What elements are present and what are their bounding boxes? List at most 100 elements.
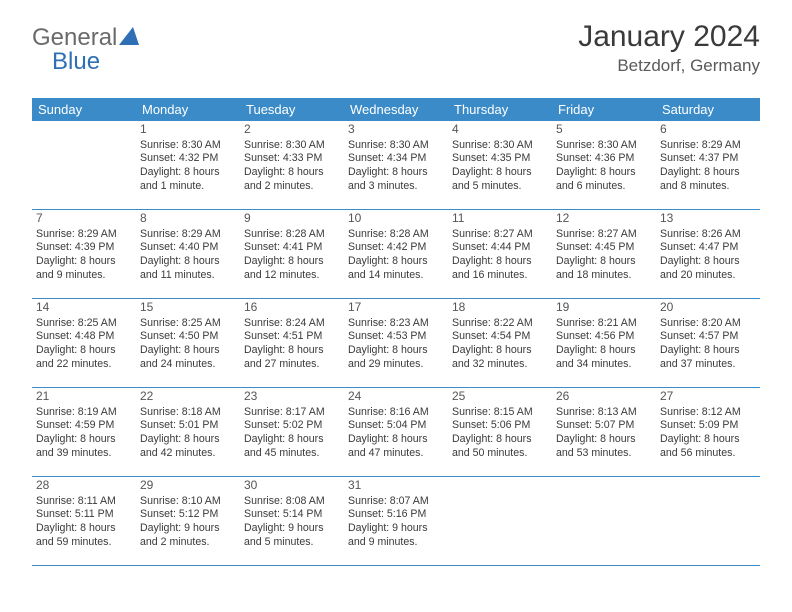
sunrise-line: Sunrise: 8:12 AM (660, 406, 756, 420)
day-cell: 16Sunrise: 8:24 AMSunset: 4:51 PMDayligh… (240, 299, 344, 387)
daylight-line: Daylight: 9 hours and 2 minutes. (140, 522, 236, 550)
sunrise-line: Sunrise: 8:25 AM (140, 317, 236, 331)
month-title: January 2024 (578, 20, 760, 54)
day-number: 20 (660, 300, 756, 316)
day-cell: 5Sunrise: 8:30 AMSunset: 4:36 PMDaylight… (552, 121, 656, 209)
daylight-line: Daylight: 8 hours and 18 minutes. (556, 255, 652, 283)
day-cell: 25Sunrise: 8:15 AMSunset: 5:06 PMDayligh… (448, 388, 552, 476)
daylight-line: Daylight: 8 hours and 9 minutes. (36, 255, 132, 283)
sunrise-line: Sunrise: 8:27 AM (452, 228, 548, 242)
daylight-line: Daylight: 9 hours and 5 minutes. (244, 522, 340, 550)
daylight-line: Daylight: 8 hours and 14 minutes. (348, 255, 444, 283)
sunset-line: Sunset: 4:56 PM (556, 330, 652, 344)
daylight-line: Daylight: 8 hours and 5 minutes. (452, 166, 548, 194)
daylight-line: Daylight: 8 hours and 39 minutes. (36, 433, 132, 461)
day-number: 15 (140, 300, 236, 316)
sunset-line: Sunset: 4:40 PM (140, 241, 236, 255)
sunrise-line: Sunrise: 8:30 AM (244, 139, 340, 153)
day-number: 3 (348, 122, 444, 138)
daylight-line: Daylight: 9 hours and 9 minutes. (348, 522, 444, 550)
day-number: 21 (36, 389, 132, 405)
daylight-line: Daylight: 8 hours and 34 minutes. (556, 344, 652, 372)
sunset-line: Sunset: 4:48 PM (36, 330, 132, 344)
sunrise-line: Sunrise: 8:13 AM (556, 406, 652, 420)
sunset-line: Sunset: 4:32 PM (140, 152, 236, 166)
day-cell: 21Sunrise: 8:19 AMSunset: 4:59 PMDayligh… (32, 388, 136, 476)
daylight-line: Daylight: 8 hours and 45 minutes. (244, 433, 340, 461)
sunrise-line: Sunrise: 8:21 AM (556, 317, 652, 331)
day-cell: 15Sunrise: 8:25 AMSunset: 4:50 PMDayligh… (136, 299, 240, 387)
day-cell: 9Sunrise: 8:28 AMSunset: 4:41 PMDaylight… (240, 210, 344, 298)
week-row: 7Sunrise: 8:29 AMSunset: 4:39 PMDaylight… (32, 210, 760, 299)
sunset-line: Sunset: 4:50 PM (140, 330, 236, 344)
empty-cell (32, 121, 136, 209)
day-number: 16 (244, 300, 340, 316)
sunset-line: Sunset: 4:33 PM (244, 152, 340, 166)
day-number: 12 (556, 211, 652, 227)
daylight-line: Daylight: 8 hours and 12 minutes. (244, 255, 340, 283)
sunrise-line: Sunrise: 8:27 AM (556, 228, 652, 242)
day-cell: 31Sunrise: 8:07 AMSunset: 5:16 PMDayligh… (344, 477, 448, 565)
sunset-line: Sunset: 4:41 PM (244, 241, 340, 255)
location: Betzdorf, Germany (578, 56, 760, 76)
day-header-friday: Friday (552, 98, 656, 121)
day-cell: 26Sunrise: 8:13 AMSunset: 5:07 PMDayligh… (552, 388, 656, 476)
day-cell: 10Sunrise: 8:28 AMSunset: 4:42 PMDayligh… (344, 210, 448, 298)
sunset-line: Sunset: 4:35 PM (452, 152, 548, 166)
sunrise-line: Sunrise: 8:15 AM (452, 406, 548, 420)
week-row: 21Sunrise: 8:19 AMSunset: 4:59 PMDayligh… (32, 388, 760, 477)
day-number: 9 (244, 211, 340, 227)
sunrise-line: Sunrise: 8:17 AM (244, 406, 340, 420)
daylight-line: Daylight: 8 hours and 32 minutes. (452, 344, 548, 372)
daylight-line: Daylight: 8 hours and 27 minutes. (244, 344, 340, 372)
sunrise-line: Sunrise: 8:26 AM (660, 228, 756, 242)
sunrise-line: Sunrise: 8:30 AM (556, 139, 652, 153)
daylight-line: Daylight: 8 hours and 11 minutes. (140, 255, 236, 283)
day-cell: 23Sunrise: 8:17 AMSunset: 5:02 PMDayligh… (240, 388, 344, 476)
sunrise-line: Sunrise: 8:11 AM (36, 495, 132, 509)
day-number: 29 (140, 478, 236, 494)
day-cell: 29Sunrise: 8:10 AMSunset: 5:12 PMDayligh… (136, 477, 240, 565)
sunrise-line: Sunrise: 8:24 AM (244, 317, 340, 331)
day-number: 7 (36, 211, 132, 227)
day-header-saturday: Saturday (656, 98, 760, 121)
calendar: SundayMondayTuesdayWednesdayThursdayFrid… (32, 98, 760, 566)
daylight-line: Daylight: 8 hours and 22 minutes. (36, 344, 132, 372)
day-number: 1 (140, 122, 236, 138)
sunset-line: Sunset: 5:16 PM (348, 508, 444, 522)
sunset-line: Sunset: 5:02 PM (244, 419, 340, 433)
day-cell: 19Sunrise: 8:21 AMSunset: 4:56 PMDayligh… (552, 299, 656, 387)
sunset-line: Sunset: 4:44 PM (452, 241, 548, 255)
daylight-line: Daylight: 8 hours and 6 minutes. (556, 166, 652, 194)
day-cell: 1Sunrise: 8:30 AMSunset: 4:32 PMDaylight… (136, 121, 240, 209)
sunset-line: Sunset: 4:51 PM (244, 330, 340, 344)
day-number: 6 (660, 122, 756, 138)
day-cell: 6Sunrise: 8:29 AMSunset: 4:37 PMDaylight… (656, 121, 760, 209)
daylight-line: Daylight: 8 hours and 2 minutes. (244, 166, 340, 194)
day-number: 30 (244, 478, 340, 494)
sunset-line: Sunset: 5:12 PM (140, 508, 236, 522)
sunset-line: Sunset: 5:11 PM (36, 508, 132, 522)
daylight-line: Daylight: 8 hours and 37 minutes. (660, 344, 756, 372)
sunset-line: Sunset: 4:39 PM (36, 241, 132, 255)
empty-cell (552, 477, 656, 565)
day-cell: 12Sunrise: 8:27 AMSunset: 4:45 PMDayligh… (552, 210, 656, 298)
day-number: 22 (140, 389, 236, 405)
sunrise-line: Sunrise: 8:30 AM (140, 139, 236, 153)
day-number: 11 (452, 211, 548, 227)
sunset-line: Sunset: 5:07 PM (556, 419, 652, 433)
sunset-line: Sunset: 4:45 PM (556, 241, 652, 255)
daylight-line: Daylight: 8 hours and 3 minutes. (348, 166, 444, 194)
sunrise-line: Sunrise: 8:30 AM (452, 139, 548, 153)
day-cell: 3Sunrise: 8:30 AMSunset: 4:34 PMDaylight… (344, 121, 448, 209)
day-cell: 8Sunrise: 8:29 AMSunset: 4:40 PMDaylight… (136, 210, 240, 298)
sunset-line: Sunset: 5:09 PM (660, 419, 756, 433)
daylight-line: Daylight: 8 hours and 1 minute. (140, 166, 236, 194)
day-header-wednesday: Wednesday (344, 98, 448, 121)
day-cell: 4Sunrise: 8:30 AMSunset: 4:35 PMDaylight… (448, 121, 552, 209)
day-number: 27 (660, 389, 756, 405)
day-cell: 11Sunrise: 8:27 AMSunset: 4:44 PMDayligh… (448, 210, 552, 298)
day-number: 2 (244, 122, 340, 138)
sunset-line: Sunset: 4:53 PM (348, 330, 444, 344)
day-cell: 20Sunrise: 8:20 AMSunset: 4:57 PMDayligh… (656, 299, 760, 387)
